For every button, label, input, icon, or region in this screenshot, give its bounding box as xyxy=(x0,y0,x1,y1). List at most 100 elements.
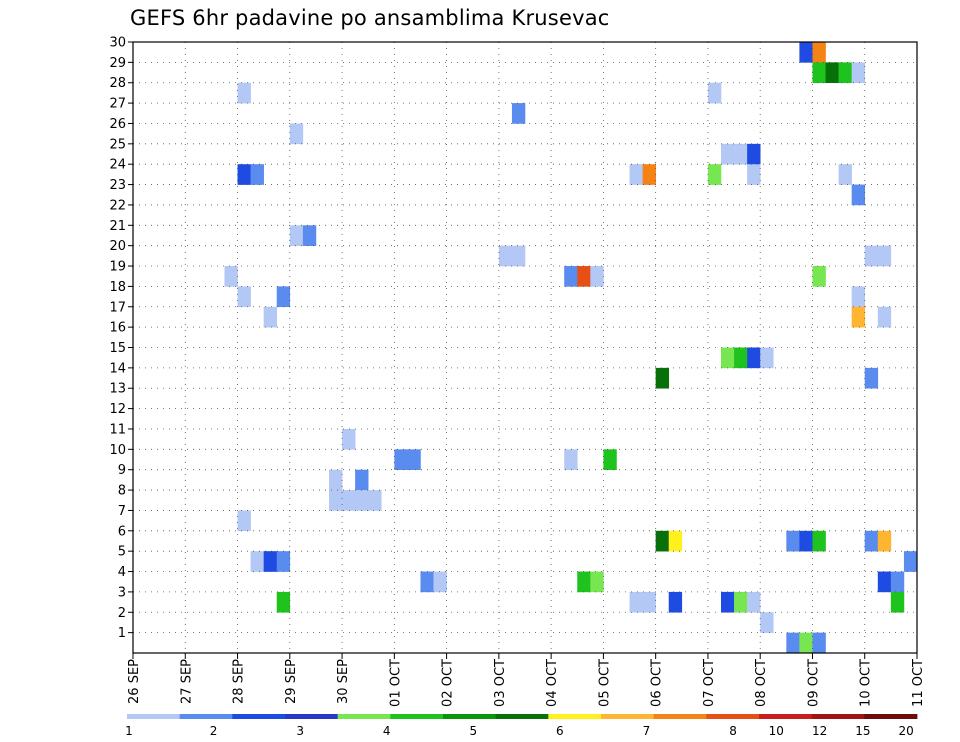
legend-swatch xyxy=(653,714,707,719)
heatmap-cell xyxy=(329,469,343,491)
x-tick-label: 30 SEP xyxy=(336,659,351,704)
heatmap-cell xyxy=(760,347,774,369)
heatmap-cell xyxy=(302,225,317,246)
heatmap-cell xyxy=(642,591,656,613)
color-legend: 1 2 3 4 5 6 7 8 10 12 15 20 xyxy=(125,714,918,738)
legend-label: 3 xyxy=(296,724,304,738)
heatmap-cell xyxy=(603,449,617,470)
heatmap-cell xyxy=(355,490,369,511)
heatmap-cell xyxy=(877,571,892,593)
heatmap-cell xyxy=(577,571,591,593)
legend-swatch xyxy=(864,714,918,719)
legend-swatch xyxy=(127,714,181,719)
legend-label: 12 xyxy=(812,724,827,738)
y-tick-label: 13 xyxy=(109,382,126,397)
heatmap-cell xyxy=(786,530,800,552)
legend-swatch xyxy=(232,714,286,719)
legend-label: 6 xyxy=(556,724,564,738)
heatmap-cell xyxy=(629,164,643,185)
y-tick-label: 11 xyxy=(109,422,126,437)
y-tick-label: 28 xyxy=(109,76,126,91)
y-tick-label: 12 xyxy=(109,402,126,417)
x-axis: 26 SEP 27 SEP 28 SEP 29 SEP 30 SEP 01 OCT 02 O… xyxy=(127,653,926,707)
y-tick-label: 9 xyxy=(118,463,126,478)
heatmap-cell xyxy=(224,266,238,287)
x-tick-label: 27 SEP xyxy=(179,659,194,704)
heatmap-cell xyxy=(799,42,813,63)
y-tick-label: 19 xyxy=(109,260,126,275)
y-tick-label: 16 xyxy=(109,321,126,336)
heatmap-cell xyxy=(342,490,356,511)
legend-swatch xyxy=(390,714,444,719)
x-tick-label: 06 OCT xyxy=(650,659,665,707)
x-tick-label: 05 OCT xyxy=(597,659,612,707)
heatmap-cell xyxy=(668,591,683,613)
heatmap-cell xyxy=(734,591,748,613)
legend-label: 2 xyxy=(210,724,218,738)
heatmap-cell xyxy=(368,490,382,511)
legend-swatch xyxy=(285,714,339,719)
y-tick-label: 3 xyxy=(118,585,126,600)
legend-swatch xyxy=(706,714,760,719)
heatmap-cell xyxy=(799,632,813,654)
heatmap-cell xyxy=(864,367,879,389)
heatmap-cell xyxy=(799,530,813,552)
x-tick-label: 08 OCT xyxy=(754,659,769,707)
heatmap-cell xyxy=(812,530,826,552)
y-tick-label: 22 xyxy=(109,198,126,213)
heatmap-cell xyxy=(864,245,879,267)
legend-swatch xyxy=(337,714,391,719)
heatmap-cell xyxy=(511,103,526,124)
legend-label: 1 xyxy=(125,724,133,738)
heatmap-cell xyxy=(812,62,826,84)
x-tick-label: 26 SEP xyxy=(127,659,142,704)
heatmap-cell xyxy=(237,82,251,104)
heatmap-cell xyxy=(812,266,826,287)
x-tick-label: 09 OCT xyxy=(806,659,821,707)
heatmap-cell xyxy=(786,632,800,654)
heatmap-cells xyxy=(224,42,918,654)
heatmap-cell xyxy=(498,245,513,267)
heatmap-cell xyxy=(707,82,722,104)
legend-label: 15 xyxy=(855,724,870,738)
heatmap-cell xyxy=(877,530,892,552)
heatmap-cell xyxy=(511,245,526,267)
y-tick-label: 10 xyxy=(109,443,126,458)
heatmap-cell xyxy=(394,449,408,470)
y-tick-label: 5 xyxy=(118,545,126,560)
heatmap-cell xyxy=(642,164,656,185)
heatmap-cell xyxy=(250,551,264,572)
heatmap-cell xyxy=(877,245,892,267)
heatmap-cell xyxy=(734,143,748,165)
y-tick-label: 27 xyxy=(109,97,126,112)
heatmap-cell xyxy=(237,286,251,308)
heatmap-cell xyxy=(420,571,434,593)
heatmap-cell xyxy=(851,306,866,328)
heatmap-cell xyxy=(263,551,278,572)
x-tick-label: 04 OCT xyxy=(545,659,560,707)
legend-swatch xyxy=(495,714,549,719)
heatmap-cell xyxy=(237,164,251,185)
x-tick-label: 11 OCT xyxy=(911,659,926,707)
heatmap-cell xyxy=(825,62,839,84)
heatmap-cell xyxy=(276,551,291,572)
x-tick-label: 02 OCT xyxy=(441,659,456,707)
heatmap-cell xyxy=(250,164,264,185)
legend-swatch xyxy=(443,714,497,719)
heatmap-cell xyxy=(747,591,761,613)
heatmap-cell xyxy=(864,530,879,552)
y-tick-label: 26 xyxy=(109,117,126,132)
heatmap-cell xyxy=(433,571,447,593)
y-tick-label: 6 xyxy=(118,524,126,539)
y-tick-label: 15 xyxy=(109,341,126,356)
heatmap-cell xyxy=(590,266,604,287)
y-tick-label: 30 xyxy=(109,36,126,51)
heatmap-cell xyxy=(851,184,866,206)
legend-label: 8 xyxy=(729,724,737,738)
heatmap-cell xyxy=(747,143,761,165)
heatmap-cell xyxy=(812,42,826,63)
y-tick-label: 18 xyxy=(109,280,126,295)
y-tick-label: 8 xyxy=(118,484,126,499)
heatmap-cell xyxy=(564,266,578,287)
heatmap-cell xyxy=(629,591,643,613)
